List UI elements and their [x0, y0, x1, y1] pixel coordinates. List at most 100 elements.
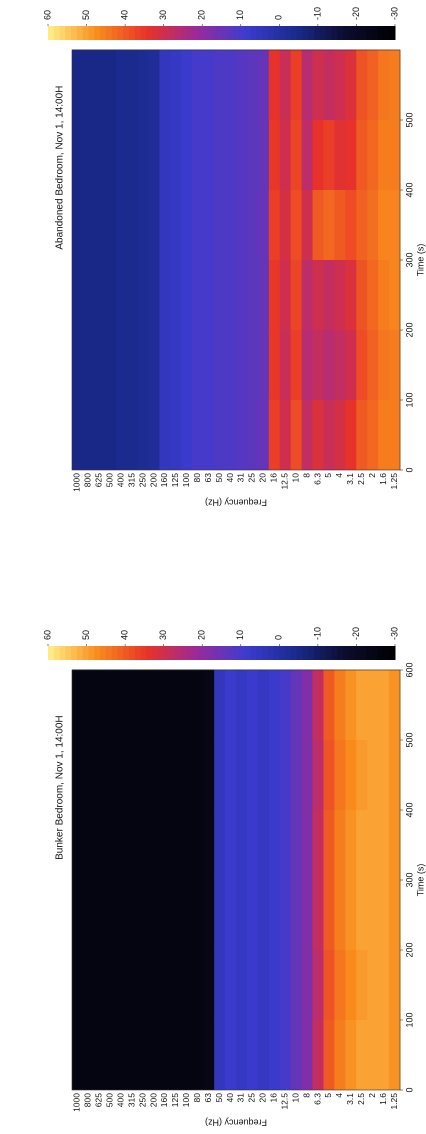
colorbar-step: [354, 26, 361, 40]
y-tick-label: 5: [323, 473, 333, 478]
colorbar-tick-label: 30: [158, 630, 168, 640]
y-tick-label: 16: [269, 1093, 279, 1103]
heat-cell: [159, 879, 171, 950]
heat-cell: [115, 879, 128, 950]
heat-cell: [104, 879, 117, 950]
heat-cell: [301, 739, 314, 810]
heat-cell: [246, 399, 259, 470]
colorbar-step: [296, 646, 303, 660]
heat-cell: [181, 879, 193, 950]
heat-cell: [312, 399, 324, 470]
heat-cell: [312, 1019, 324, 1090]
colorbar-step: [337, 646, 344, 660]
colorbar-step: [366, 646, 373, 660]
heat-cell: [225, 259, 237, 330]
colorbar-step: [371, 26, 379, 40]
heat-cell: [137, 189, 150, 260]
heat-cell: [323, 879, 335, 950]
colorbar-step: [117, 646, 124, 660]
colorbar-step: [331, 646, 338, 660]
y-tick-label: 4: [334, 473, 344, 478]
heat-cell: [334, 879, 346, 950]
heat-cell: [356, 879, 368, 950]
heat-cell: [378, 49, 390, 120]
y-tick-label: 1.25: [389, 1093, 399, 1110]
heat-cell: [290, 399, 303, 470]
colorbar-step: [377, 646, 384, 660]
colorbar-step: [117, 26, 124, 40]
y-axis-label: Frequency (Hz): [205, 1118, 267, 1128]
heat-cell: [203, 49, 215, 120]
heat-cell: [82, 259, 95, 330]
colorbar-step: [204, 646, 211, 660]
y-tick-label: 4: [334, 1093, 344, 1098]
colorbar-step: [181, 646, 188, 660]
x-tick-label: 200: [404, 322, 414, 337]
heat-cell: [257, 399, 270, 470]
colorbar-step: [233, 26, 240, 40]
heat-cell: [246, 809, 259, 880]
colorbar-tick-label: -10: [312, 7, 322, 20]
heat-cell: [257, 119, 270, 190]
heat-cell: [367, 259, 379, 330]
colorbar-tick-label: 40: [119, 10, 129, 20]
y-tick-label: 16: [269, 473, 279, 483]
y-tick-label: 31: [236, 1093, 246, 1103]
y-axis-label: Frequency (Hz): [205, 498, 267, 508]
heat-cell: [268, 879, 281, 950]
heat-cell: [72, 809, 84, 880]
heat-cell: [126, 809, 139, 880]
heat-cell: [137, 669, 150, 740]
heat-cell: [225, 329, 237, 400]
colorbar-step: [267, 646, 275, 660]
heat-cell: [236, 49, 248, 120]
heat-cell: [356, 739, 368, 810]
heat-cell: [290, 879, 303, 950]
heat-cell: [334, 189, 346, 260]
colorbar-step: [128, 646, 136, 660]
heat-cell: [312, 739, 324, 810]
colorbar-tick-label: 0: [274, 635, 284, 640]
heat-cell: [378, 809, 390, 880]
heat-cell: [104, 259, 117, 330]
heat-cell: [203, 189, 215, 260]
y-tick-label: 1.6: [378, 473, 388, 485]
heat-cell: [290, 119, 303, 190]
heat-cell: [389, 189, 401, 260]
heat-cell: [236, 669, 248, 740]
heat-cell: [290, 49, 303, 120]
heat-cell: [268, 669, 281, 740]
heat-cell: [214, 739, 226, 810]
heat-cell: [246, 949, 259, 1020]
heat-cell: [104, 119, 117, 190]
x-tick-label: 0: [404, 467, 414, 472]
colorbar-step: [65, 646, 72, 660]
heat-cell: [279, 809, 292, 880]
colorbar-step: [360, 26, 367, 40]
heat-cell: [203, 1019, 215, 1090]
y-tick-label: 12.5: [279, 473, 289, 490]
heat-cell: [236, 1019, 248, 1090]
heat-cell: [312, 329, 324, 400]
heat-cell: [192, 739, 204, 810]
heat-cell: [268, 119, 281, 190]
colorbar-step: [88, 646, 95, 660]
colorbar-tick-label: 50: [81, 10, 91, 20]
heat-cell: [214, 669, 226, 740]
heat-cell: [170, 809, 182, 880]
colorbar-step: [198, 26, 205, 40]
colorbar-step: [198, 646, 205, 660]
colorbar-step: [59, 26, 66, 40]
heat-cell: [290, 329, 303, 400]
heat-cell: [301, 49, 314, 120]
heat-cell: [192, 669, 204, 740]
heat-cell: [203, 949, 215, 1020]
colorbar-step: [76, 26, 84, 40]
heat-cell: [170, 669, 182, 740]
heat-cell: [181, 119, 193, 190]
heat-cell: [203, 119, 215, 190]
heat-cell: [323, 1019, 335, 1090]
y-tick-label: 1000: [72, 1093, 82, 1112]
heat-cell: [389, 49, 401, 120]
heat-cell: [181, 809, 193, 880]
